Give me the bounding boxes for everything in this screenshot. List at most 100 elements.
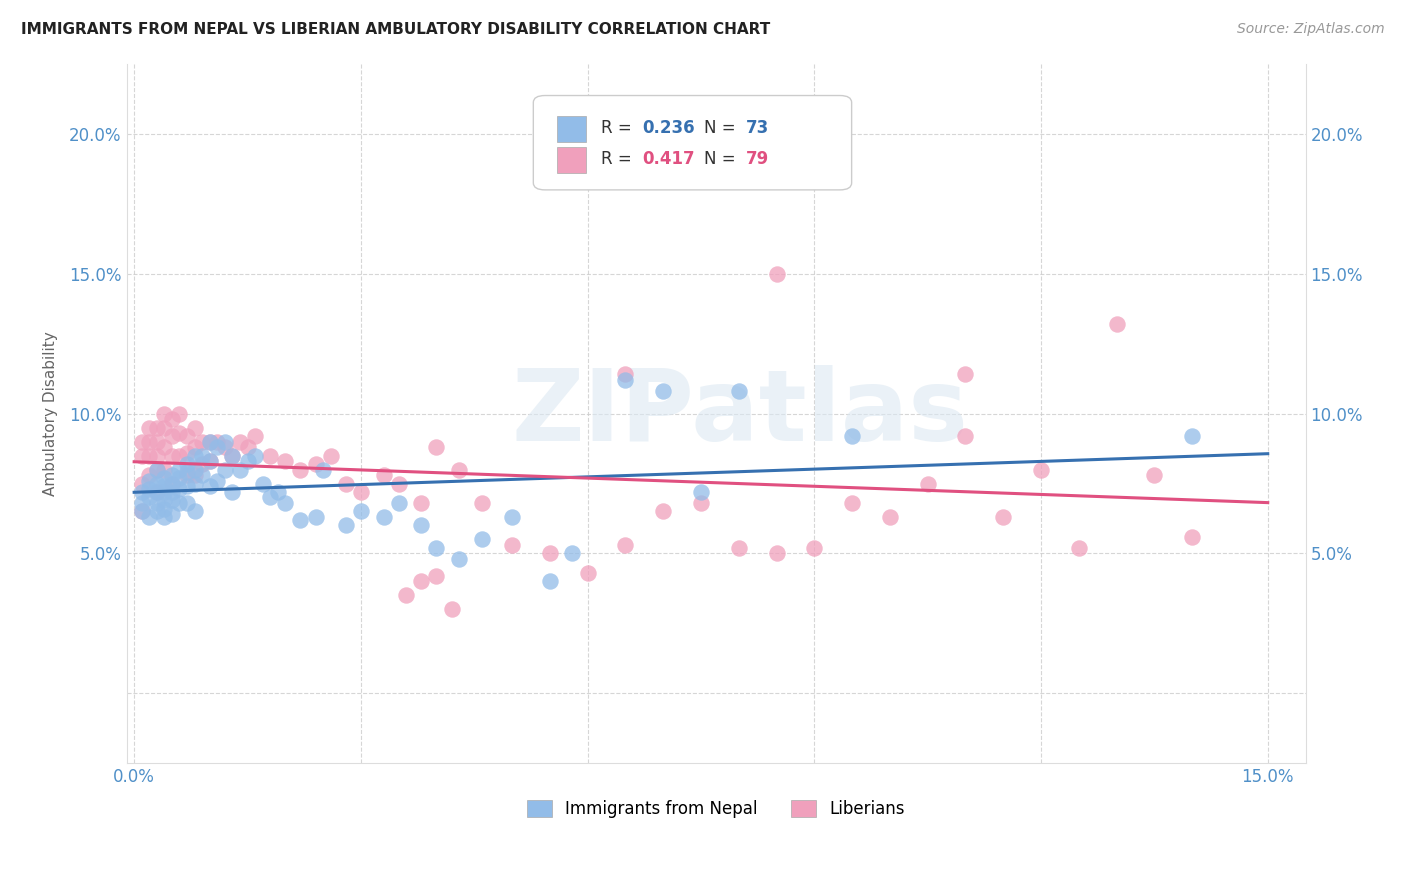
Point — [153, 471, 176, 485]
Point — [169, 496, 191, 510]
Point — [917, 476, 939, 491]
Point — [146, 504, 169, 518]
Point — [955, 429, 977, 443]
Point — [146, 462, 169, 476]
Text: R =: R = — [600, 150, 637, 168]
FancyBboxPatch shape — [557, 116, 586, 143]
Point — [993, 510, 1015, 524]
Point — [183, 462, 205, 476]
Point — [198, 454, 221, 468]
Point — [176, 457, 198, 471]
Point — [561, 546, 583, 560]
Point — [138, 434, 160, 449]
Text: N =: N = — [704, 150, 741, 168]
Point — [198, 434, 221, 449]
Point — [1143, 468, 1166, 483]
FancyBboxPatch shape — [557, 146, 586, 173]
Point — [169, 471, 191, 485]
Point — [350, 484, 373, 499]
Point — [221, 484, 243, 499]
Point — [765, 267, 787, 281]
Point — [153, 440, 176, 454]
Point — [153, 493, 176, 508]
Point — [243, 429, 266, 443]
Point — [267, 484, 290, 499]
Point — [131, 496, 153, 510]
Point — [176, 446, 198, 460]
Point — [690, 496, 713, 510]
Point — [191, 434, 214, 449]
Point — [501, 538, 523, 552]
Point — [198, 479, 221, 493]
Point — [138, 510, 160, 524]
Point — [169, 449, 191, 463]
Point — [236, 454, 259, 468]
Point — [236, 440, 259, 454]
Point — [153, 484, 176, 499]
Text: 79: 79 — [745, 150, 769, 168]
Point — [252, 476, 274, 491]
Point — [169, 462, 191, 476]
Point — [471, 533, 494, 547]
Point — [1029, 462, 1052, 476]
Point — [153, 479, 176, 493]
Point — [1181, 530, 1204, 544]
Point — [183, 420, 205, 434]
Point — [191, 457, 214, 471]
Point — [411, 518, 433, 533]
Point — [131, 504, 153, 518]
Text: 0.417: 0.417 — [641, 150, 695, 168]
Point — [1181, 429, 1204, 443]
Point — [146, 434, 169, 449]
Point — [160, 476, 183, 491]
Point — [138, 468, 160, 483]
Point — [153, 407, 176, 421]
Point — [304, 457, 326, 471]
Point — [176, 468, 198, 483]
Point — [214, 440, 236, 454]
Point — [131, 476, 153, 491]
Point — [765, 546, 787, 560]
Point — [138, 449, 160, 463]
Point — [221, 449, 243, 463]
Point — [191, 449, 214, 463]
Point — [411, 574, 433, 589]
Point — [160, 412, 183, 426]
Text: 73: 73 — [745, 120, 769, 137]
Point — [160, 468, 183, 483]
Point — [538, 574, 561, 589]
Point — [146, 462, 169, 476]
Point — [183, 504, 205, 518]
Point — [449, 462, 471, 476]
Point — [153, 501, 176, 516]
Point — [350, 504, 373, 518]
Point — [146, 496, 169, 510]
Point — [160, 493, 183, 508]
Point — [652, 384, 675, 399]
Point — [614, 538, 637, 552]
Point — [373, 468, 395, 483]
Point — [138, 474, 160, 488]
Point — [259, 491, 281, 505]
Point — [319, 449, 342, 463]
Point — [160, 429, 183, 443]
Point — [259, 449, 281, 463]
Point — [169, 426, 191, 441]
Point — [160, 484, 183, 499]
Point — [243, 449, 266, 463]
Point — [131, 434, 153, 449]
Point — [214, 434, 236, 449]
Point — [274, 454, 297, 468]
Point — [176, 466, 198, 480]
Text: R =: R = — [600, 120, 637, 137]
Point — [335, 476, 357, 491]
Point — [229, 434, 252, 449]
Point — [1067, 541, 1090, 555]
Point — [207, 434, 229, 449]
Point — [803, 541, 825, 555]
Point — [131, 504, 153, 518]
Point — [290, 513, 312, 527]
Text: ZIPatlas: ZIPatlas — [512, 365, 969, 462]
Point — [440, 602, 463, 616]
Point — [614, 368, 637, 382]
